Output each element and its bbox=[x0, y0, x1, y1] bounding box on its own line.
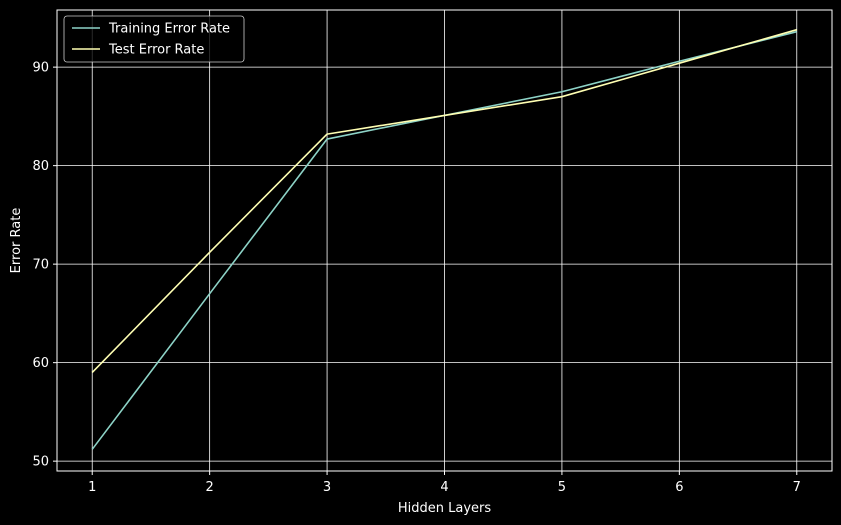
legend-box bbox=[63, 15, 245, 63]
x-tick-label: 7 bbox=[793, 480, 801, 495]
x-tick-label: 5 bbox=[558, 480, 566, 495]
x-tick-label: 1 bbox=[88, 480, 96, 495]
y-tick-label: 50 bbox=[32, 455, 49, 470]
legend-label: Training Error Rate bbox=[108, 22, 230, 37]
series-lines bbox=[91, 28, 797, 450]
x-tick-label: 3 bbox=[323, 480, 331, 495]
y-axis-label: Error Rate bbox=[9, 208, 24, 274]
x-tick-label: 2 bbox=[206, 480, 214, 495]
legend-label: Test Error Rate bbox=[108, 43, 204, 58]
y-tick-label: 80 bbox=[32, 159, 49, 174]
y-tick-label: 90 bbox=[32, 61, 49, 76]
x-tick-label: 6 bbox=[675, 480, 683, 495]
legend: Training Error Rate Test Error Rate bbox=[63, 15, 245, 63]
grid bbox=[57, 10, 832, 471]
x-tick-label: 4 bbox=[440, 480, 448, 495]
axis-ticks: 1 2 3 4 5 6 7 50 60 70 80 90 bbox=[32, 61, 800, 495]
y-tick-label: 60 bbox=[32, 356, 49, 371]
x-axis-label: Hidden Layers bbox=[398, 501, 492, 516]
series-line-test-error-rate bbox=[91, 28, 797, 374]
y-tick-label: 70 bbox=[32, 258, 49, 273]
